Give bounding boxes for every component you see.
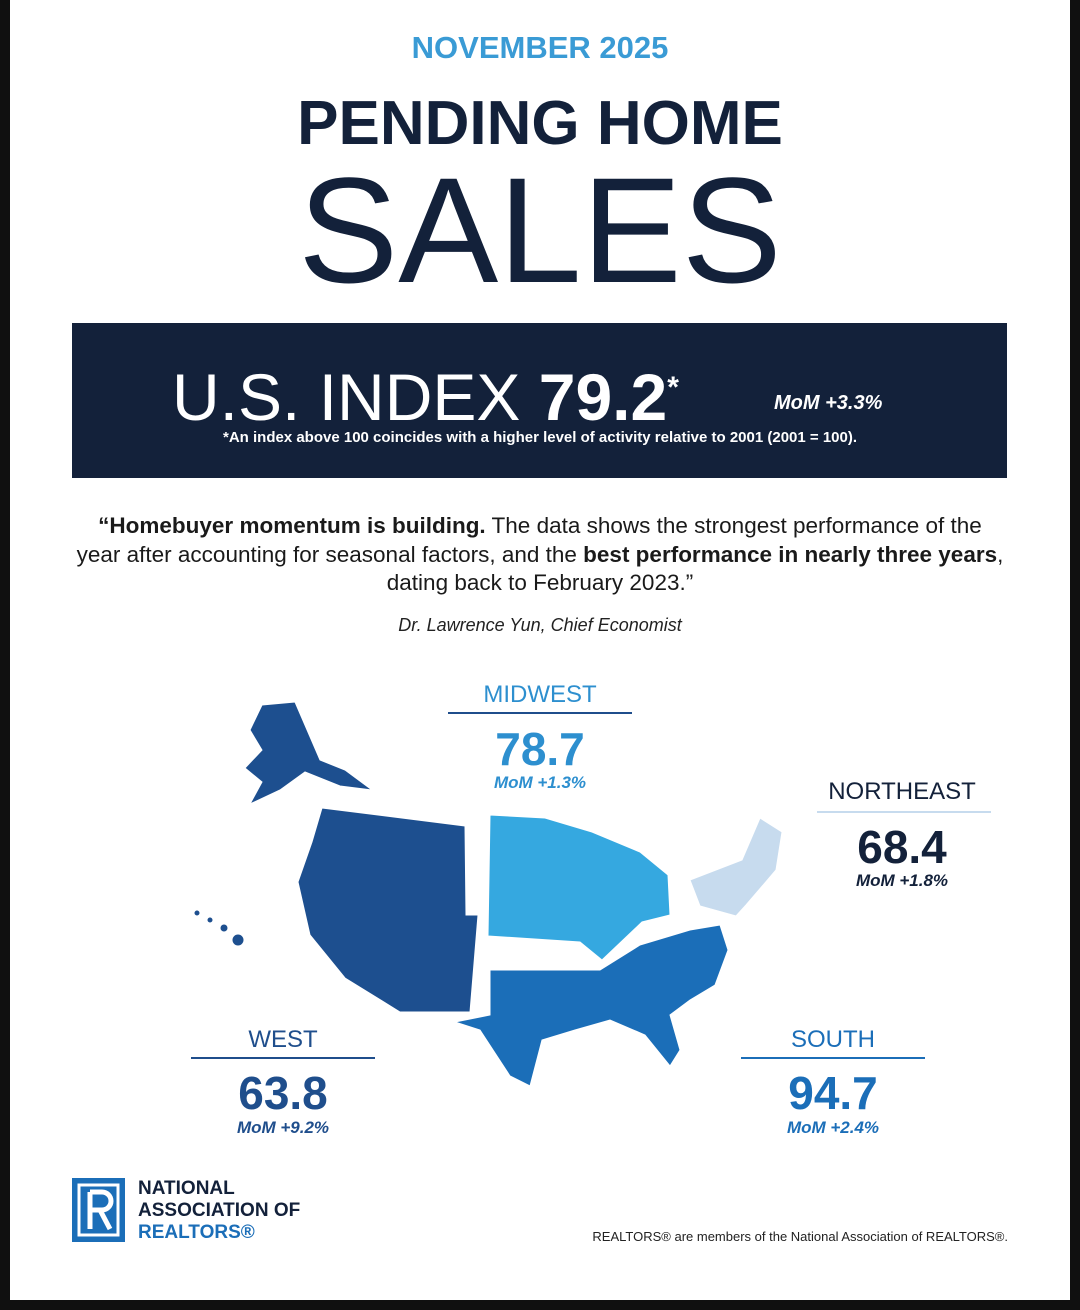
- date: NOVEMBER 2025: [411, 30, 669, 65]
- title: PENDING HOME: [297, 89, 783, 158]
- region-value: 68.4: [857, 821, 947, 873]
- region-mom: MoM +2.4%: [786, 1118, 880, 1137]
- midwest-region: [487, 814, 671, 961]
- infographic: NOVEMBER 2025 PENDING HOME SALES U.S. IN…: [10, 0, 1070, 1300]
- index-line: U.S. INDEX 79.2*: [172, 348, 679, 437]
- disclaimer: REALTORS® are members of the National As…: [592, 1229, 1008, 1244]
- region-value: 63.8: [238, 1067, 328, 1119]
- region-name: NORTHEAST: [828, 778, 976, 805]
- logo-line: NATIONAL: [138, 1178, 235, 1199]
- region-value: 94.7: [788, 1067, 878, 1119]
- index-banner: [72, 323, 1007, 478]
- northeast-region: [689, 817, 783, 917]
- region-mom: MoM +9.2%: [236, 1118, 330, 1137]
- logo-r: [87, 1189, 114, 1231]
- logo-frame: [77, 1183, 120, 1237]
- logo-line: REALTORS®: [138, 1222, 255, 1243]
- quote-segment: , dating back to February 2023.”: [386, 541, 1004, 596]
- attribution: Dr. Lawrence Yun, Chief Economist: [398, 615, 682, 635]
- index-mom: MoM +3.3%: [774, 392, 883, 414]
- region-name: MIDWEST: [483, 681, 597, 708]
- quote: “Homebuyer momentum is building. The dat…: [75, 512, 1005, 598]
- map-layer: [72, 323, 1007, 1242]
- region-mom: MoM +1.3%: [493, 773, 587, 792]
- quote-segment: best performance in nearly three years: [583, 541, 998, 567]
- index-label: U.S. INDEX: [172, 360, 521, 434]
- hawaii: [231, 933, 245, 947]
- us-map: [193, 701, 783, 1087]
- quote-segment: “Homebuyer momentum is building.: [98, 513, 486, 538]
- region-value: 78.7: [495, 723, 585, 775]
- region-name: WEST: [248, 1026, 318, 1053]
- alaska: [244, 701, 374, 806]
- region-name: SOUTH: [791, 1026, 875, 1053]
- west-region: [297, 807, 479, 1013]
- index-note: *An index above 100 coincides with a hig…: [222, 429, 858, 446]
- index-value: 79.2: [538, 360, 668, 434]
- hawaii: [206, 916, 214, 924]
- hawaii: [219, 923, 229, 933]
- logo-text: NATIONAL ASSOCIATION OF REALTORS®: [138, 1178, 300, 1244]
- index-asterisk: *: [667, 371, 679, 404]
- quote-segment: The data shows the strongest performance…: [76, 513, 982, 567]
- hawaii: [193, 909, 201, 917]
- title-sales: SALES: [298, 146, 782, 314]
- south-region: [453, 924, 729, 1087]
- logo-line: ASSOCIATION OF: [138, 1200, 301, 1221]
- region-mom: MoM +1.8%: [855, 871, 949, 890]
